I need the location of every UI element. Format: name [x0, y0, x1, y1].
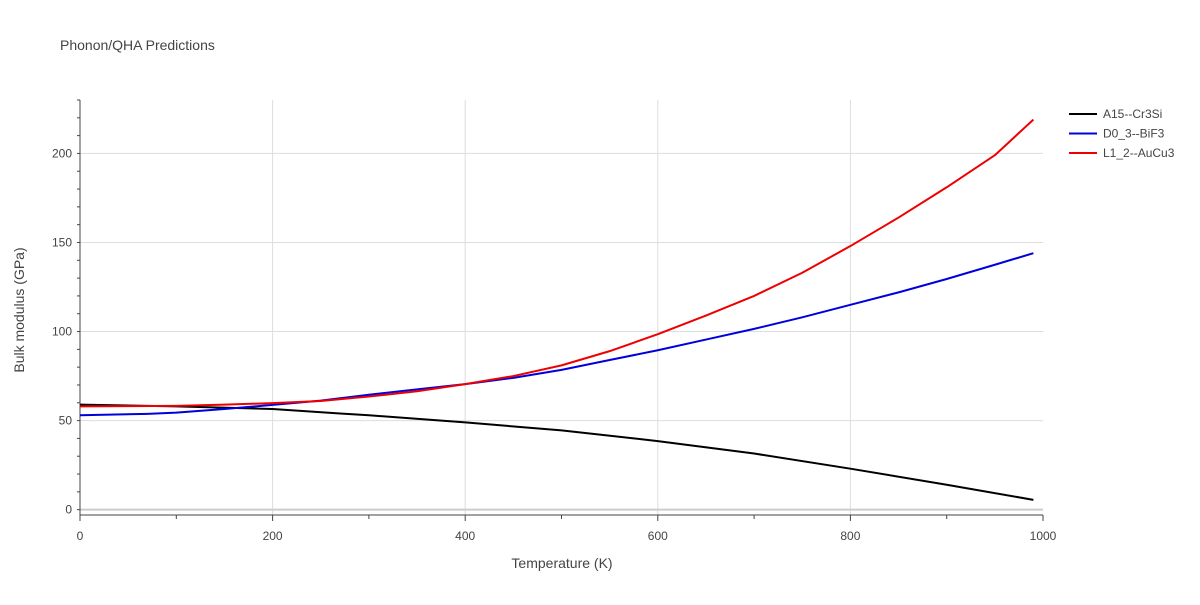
series-lines [79, 118, 1035, 501]
axes: 0 200 400 600 800 1000 0 50 100 150 200 [52, 99, 1057, 543]
legend-label: D0_3--BiF3 [1103, 127, 1165, 141]
y-tick-label: 50 [59, 414, 73, 428]
x-tick-label: 400 [455, 529, 475, 543]
x-tick-label: 600 [648, 529, 668, 543]
x-tick-label: 800 [840, 529, 860, 543]
series-line-0[interactable] [79, 403, 1034, 501]
y-tick-label: 150 [52, 235, 72, 249]
x-tick-label: 1000 [1030, 529, 1057, 543]
series-line-1[interactable] [79, 252, 1034, 417]
chart-title: Phonon/QHA Predictions [60, 37, 215, 53]
legend-label: A15--Cr3Si [1103, 107, 1162, 121]
x-tick-label: 200 [263, 529, 283, 543]
grid [80, 100, 1043, 515]
x-tick-label: 0 [77, 529, 84, 543]
y-tick-label: 200 [52, 146, 72, 160]
x-axis-title: Temperature (K) [511, 555, 612, 571]
legend-item[interactable]: D0_3--BiF3 [1069, 127, 1165, 141]
legend-item[interactable]: L1_2--AuCu3 [1069, 146, 1175, 160]
series-line-2[interactable] [79, 118, 1035, 408]
legend[interactable]: A15--Cr3Si D0_3--BiF3 L1_2--AuCu3 [1069, 107, 1175, 160]
legend-item[interactable]: A15--Cr3Si [1069, 107, 1162, 121]
y-axis-title: Bulk modulus (GPa) [11, 247, 27, 372]
y-tick-label: 100 [52, 325, 72, 339]
y-tick-label: 0 [65, 503, 72, 517]
legend-label: L1_2--AuCu3 [1103, 146, 1175, 160]
